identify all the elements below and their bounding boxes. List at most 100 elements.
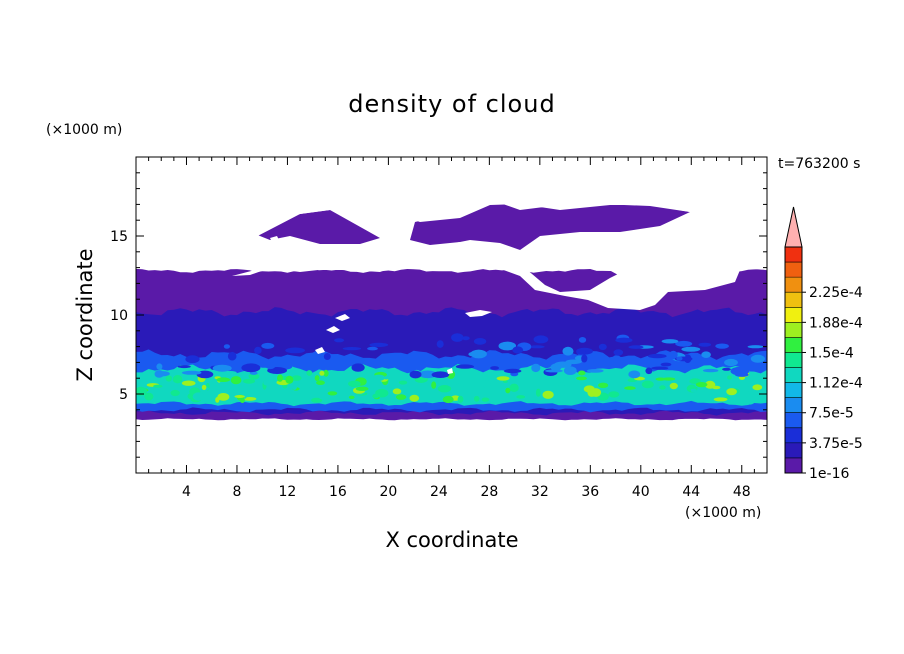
density-speckle [746,378,753,387]
density-speckle [482,380,491,389]
density-speckle [442,395,454,404]
density-speckle [234,395,245,398]
density-speckle [323,353,331,360]
density-speckle [192,392,205,401]
density-speckle [230,376,242,385]
density-speckle [609,378,617,385]
density-speckle [445,379,459,386]
colorbar-band [785,442,802,459]
density-speckle [297,380,302,385]
density-speckle [678,391,692,401]
x-unit-label: (×1000 m) [685,505,761,521]
density-speckle [319,370,325,376]
colorbar-band [785,352,802,368]
density-speckle [241,363,261,373]
density-speckle [156,371,170,377]
colorbar-tick-label: 1e-16 [809,466,849,482]
density-speckle [558,382,565,388]
colorbar-tick-label: 1.88e-4 [809,315,863,331]
colorbar-tick-label: 1.12e-4 [809,376,863,392]
density-speckle [676,356,683,361]
density-speckle [327,380,339,386]
density-speckle [498,341,517,351]
density-speckle [291,375,302,381]
density-speckle [372,374,385,381]
density-speckle [431,371,450,379]
density-speckle [715,343,729,349]
colorbar-band [785,322,802,338]
density-speckle [516,395,526,399]
density-speckle [751,379,763,384]
x-tick-label: 12 [279,484,297,500]
y-tick-label: 15 [110,229,128,245]
density-speckle [586,369,604,373]
density-speckle [306,370,313,376]
density-speckle [598,382,609,388]
colorbar-extend-max [784,206,803,248]
colorbar-band [785,427,802,444]
density-speckle [624,386,636,390]
density-speckle [581,354,588,363]
density-speckle [254,346,262,354]
density-speckle [675,340,693,347]
density-speckle [355,386,369,391]
density-speckle [504,368,522,374]
density-speckle [645,367,653,375]
density-speckle [263,379,271,386]
density-speckle [156,363,163,370]
colorbar-band [785,262,802,278]
chart-title: density of cloud [348,90,555,118]
density-speckle [576,350,587,355]
density-speckle [215,397,220,403]
density-speckle [578,397,584,403]
density-speckle [431,381,437,389]
density-speckle [713,397,728,402]
x-tick-label: 32 [531,484,549,500]
density-speckle [177,365,191,369]
density-speckle [227,351,237,361]
density-speckle [314,375,320,382]
density-speckle [722,367,731,371]
x-tick-label: 8 [232,484,241,500]
time-label: t=763200 s [778,156,860,172]
density-speckle [703,368,719,373]
density-speckle [201,384,207,391]
density-speckle [185,355,200,364]
density-speckle [744,395,756,405]
density-speckle [172,375,183,384]
density-speckle [395,394,407,400]
density-speckle [542,390,554,399]
density-speckle [153,384,163,388]
density-speckle [712,385,721,390]
density-speckle [727,375,732,380]
density-speckle [455,364,474,369]
density-speckle [351,363,365,372]
colorbar-band [785,277,802,293]
density-speckle [528,345,545,349]
density-speckle [747,345,764,349]
density-speckle [316,380,325,386]
x-tick-label: 48 [733,484,751,500]
x-axis: 4 8 12 16 20 24 28 32 36 40 44 48 [148,157,755,500]
density-speckle [372,393,379,399]
y-tick-label: 10 [110,308,128,324]
density-speckle [509,383,519,392]
density-speckle [398,380,408,385]
x-tick-label: 44 [682,484,700,500]
density-speckle [249,371,258,375]
density-speckle [695,382,708,388]
upper-cloud-patch [250,210,380,244]
density-speckle [462,336,470,341]
density-speckle [144,392,154,401]
density-speckle [342,347,362,351]
y-axis: 5 10 15 [110,172,767,458]
density-speckle [730,366,750,376]
x-tick-label: 4 [182,484,191,500]
density-speckle [473,338,487,345]
density-speckle [709,392,719,399]
density-speckle [651,366,669,370]
density-speckle [318,392,326,400]
density-speckle [481,397,490,402]
density-speckle [437,385,452,393]
